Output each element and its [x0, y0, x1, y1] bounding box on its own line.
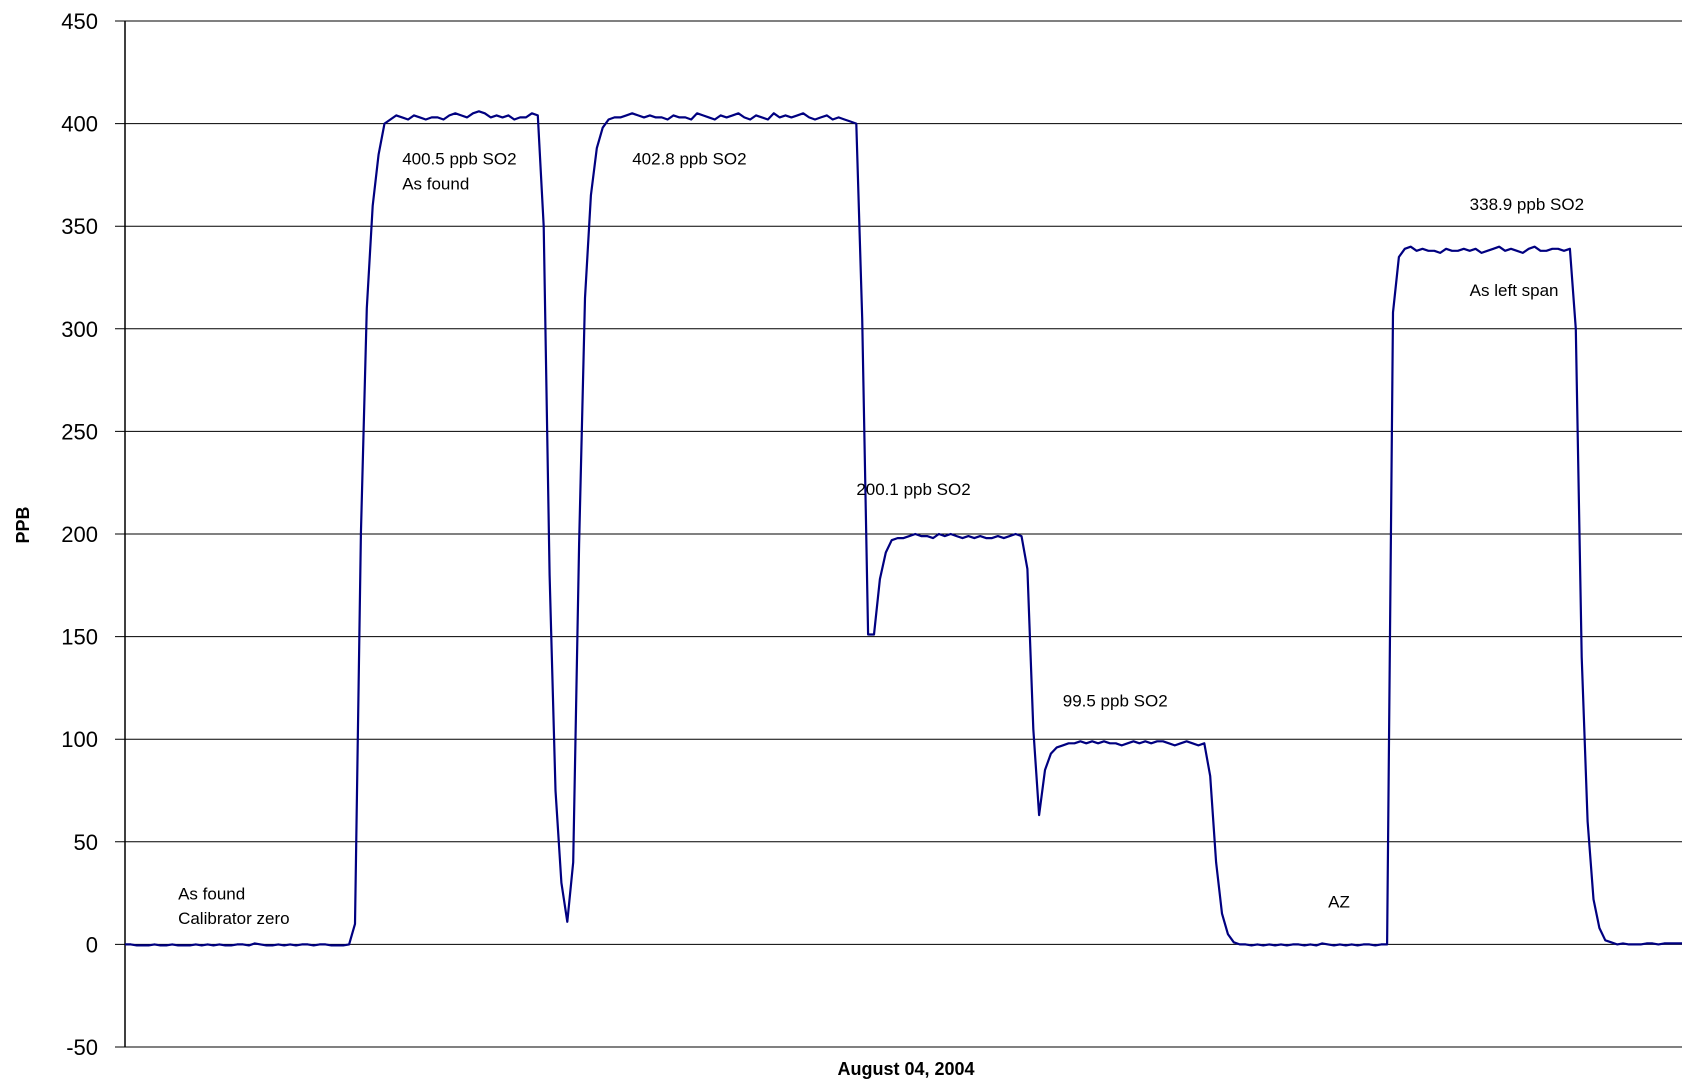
- annotation-label: 402.8 ppb SO2: [632, 150, 746, 169]
- y-tick-label: 100: [61, 727, 98, 752]
- so2-concentration-line: [125, 110, 1682, 947]
- annotations: As found Calibrator zero 400.5 ppb SO2 As f…: [178, 150, 1584, 928]
- y-tick-label: 0: [86, 932, 98, 957]
- y-tick-label: 350: [61, 214, 98, 239]
- annotation-label: Calibrator zero: [178, 909, 289, 928]
- annotation-label: 338.9 ppb SO2: [1470, 195, 1584, 214]
- y-tick-labels: -50 0 50 100 150 200 250 300 350 400 450: [61, 9, 98, 1060]
- gridlines: [115, 20, 1682, 1048]
- x-axis-title: August 04, 2004: [837, 1059, 974, 1079]
- y-tick-label: 300: [61, 317, 98, 342]
- annotation-label: 400.5 ppb SO2: [402, 150, 516, 169]
- y-tick-label: -50: [66, 1035, 98, 1060]
- annotation-label: As found: [178, 884, 245, 903]
- y-axis-title: PPB: [13, 506, 33, 543]
- y-tick-label: 250: [61, 419, 98, 444]
- annotation-label: As found: [402, 174, 469, 193]
- annotation-label: 99.5 ppb SO2: [1063, 691, 1168, 710]
- y-tick-label: 50: [74, 830, 98, 855]
- y-tick-label: 450: [61, 9, 98, 34]
- y-tick-label: 200: [61, 522, 98, 547]
- y-tick-label: 150: [61, 625, 98, 650]
- y-tick-label: 400: [61, 112, 98, 137]
- annotation-label: AZ: [1328, 892, 1350, 911]
- annotation-label: 200.1 ppb SO2: [856, 480, 970, 499]
- annotation-label: As left span: [1470, 281, 1559, 300]
